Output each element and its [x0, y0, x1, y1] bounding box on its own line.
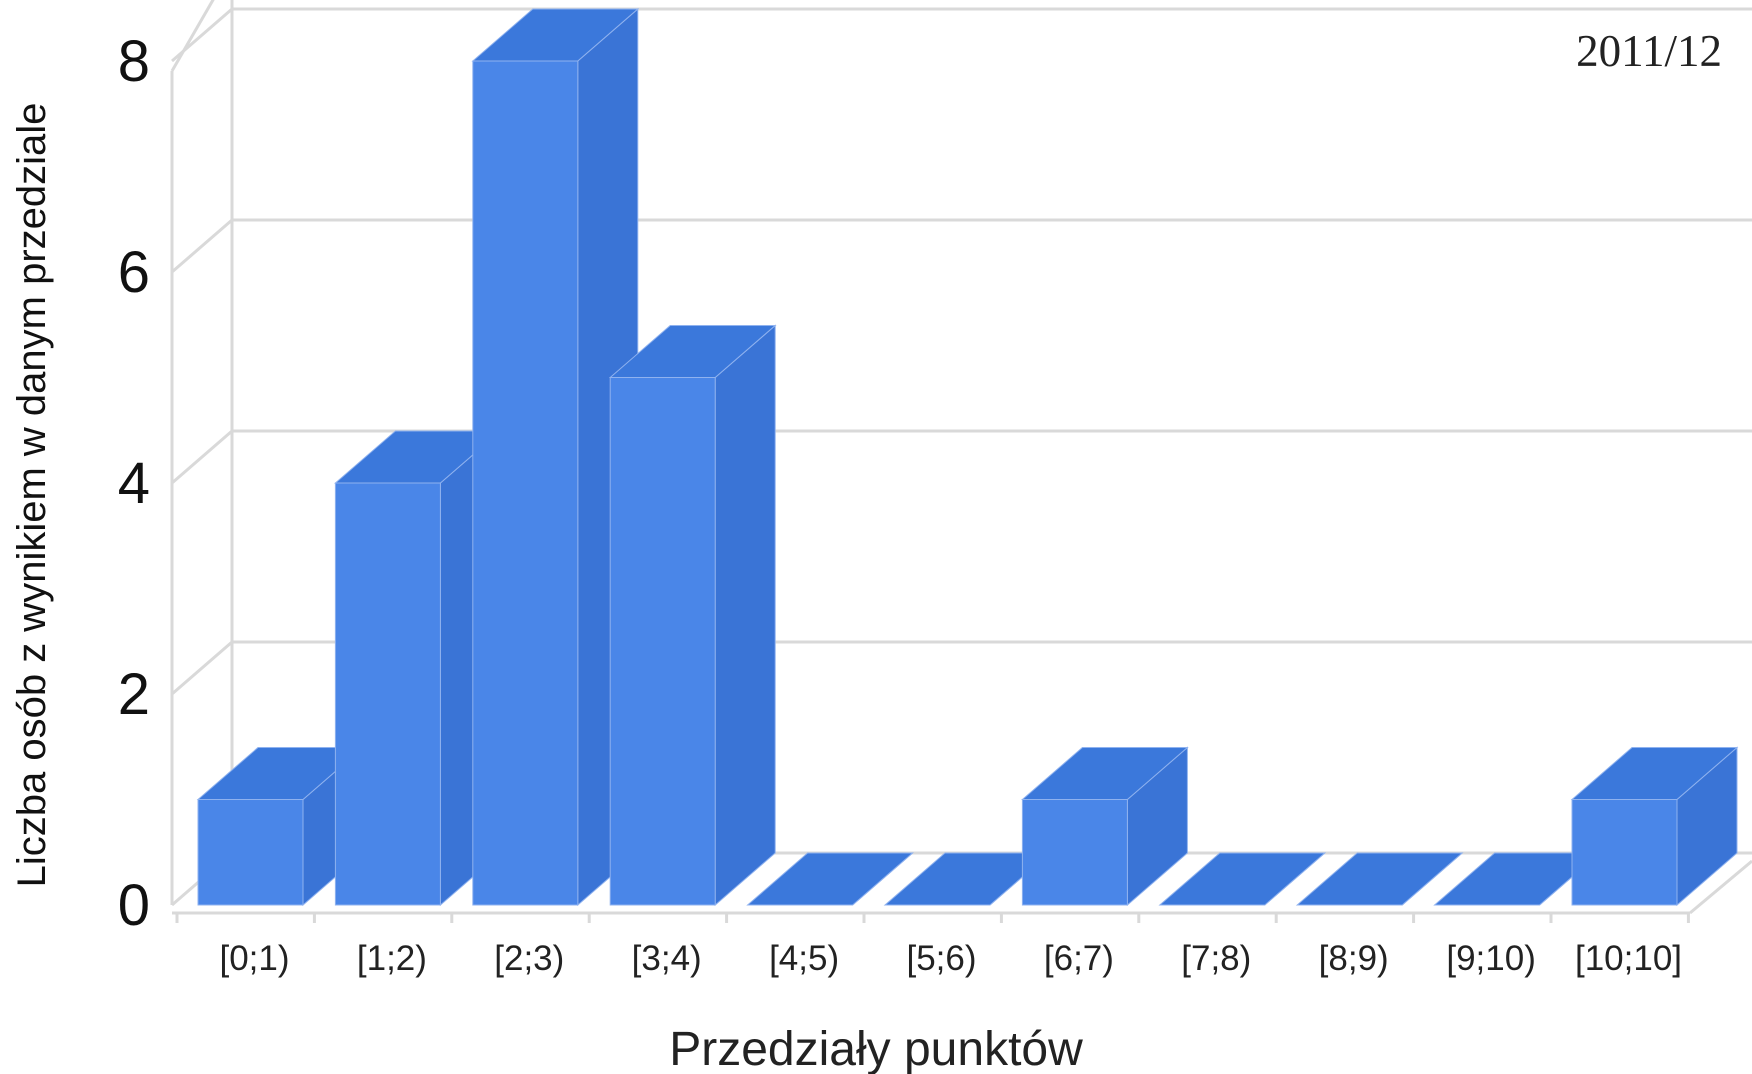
- x-tick-label: [8;9): [1319, 939, 1389, 978]
- y-axis-label: Liczba osób z wynikiem w danym przedzial…: [10, 103, 54, 888]
- gridline-side: [171, 218, 233, 274]
- chart-annotation: 2011/12: [1576, 26, 1722, 76]
- bar-front: [334, 482, 441, 906]
- x-tick-label: [4;5): [769, 939, 839, 978]
- x-axis-label: Przedziały punktów: [669, 1023, 1083, 1074]
- bars-layer: [196, 7, 1739, 907]
- x-tick-label: [2;3): [494, 939, 564, 978]
- bar-top: [1295, 852, 1464, 906]
- x-tick-label: [3;4): [632, 939, 702, 978]
- bar-front: [609, 377, 716, 906]
- y-tick-labels: 0 2 4 6 8: [118, 29, 150, 938]
- y-tick-label: 4: [118, 451, 150, 516]
- bar-8: [1295, 852, 1464, 906]
- bar-front: [197, 799, 304, 906]
- x-tick-label: [7;8): [1181, 939, 1251, 978]
- bar-3: [608, 324, 777, 907]
- x-tick-label: [1;2): [357, 939, 427, 978]
- floor-right-edge: [1689, 859, 1752, 915]
- bar-front: [472, 60, 579, 906]
- bar-4: [746, 852, 914, 906]
- x-tick-label: [0;1): [219, 939, 289, 978]
- bar-front: [1571, 799, 1678, 906]
- bar-top: [1158, 852, 1327, 906]
- y-tick-label: 2: [118, 662, 150, 727]
- left-top-edge: [170, 0, 215, 72]
- gridline-side: [171, 429, 233, 485]
- bar-side: [714, 324, 776, 907]
- bar-6: [1021, 746, 1189, 907]
- x-tick-label: [6;7): [1044, 939, 1114, 978]
- x-tick-labels: [0;1) [1;2) [2;3) [3;4) [4;5) [5;6) [6;7) [7;8)…: [219, 939, 1682, 978]
- bar-top: [746, 852, 914, 906]
- x-tick-label: [9;10): [1446, 939, 1536, 978]
- y-tick-label: 8: [118, 29, 150, 94]
- bar-7: [1158, 852, 1327, 906]
- y-tick-label: 0: [118, 873, 150, 938]
- bar-front: [1021, 799, 1128, 906]
- x-tick-label: [10;10]: [1575, 939, 1682, 978]
- gridline-side: [171, 640, 233, 696]
- bar-10: [1570, 746, 1739, 907]
- x-tick-label: [5;6): [906, 939, 976, 978]
- y-tick-label: 6: [118, 240, 150, 305]
